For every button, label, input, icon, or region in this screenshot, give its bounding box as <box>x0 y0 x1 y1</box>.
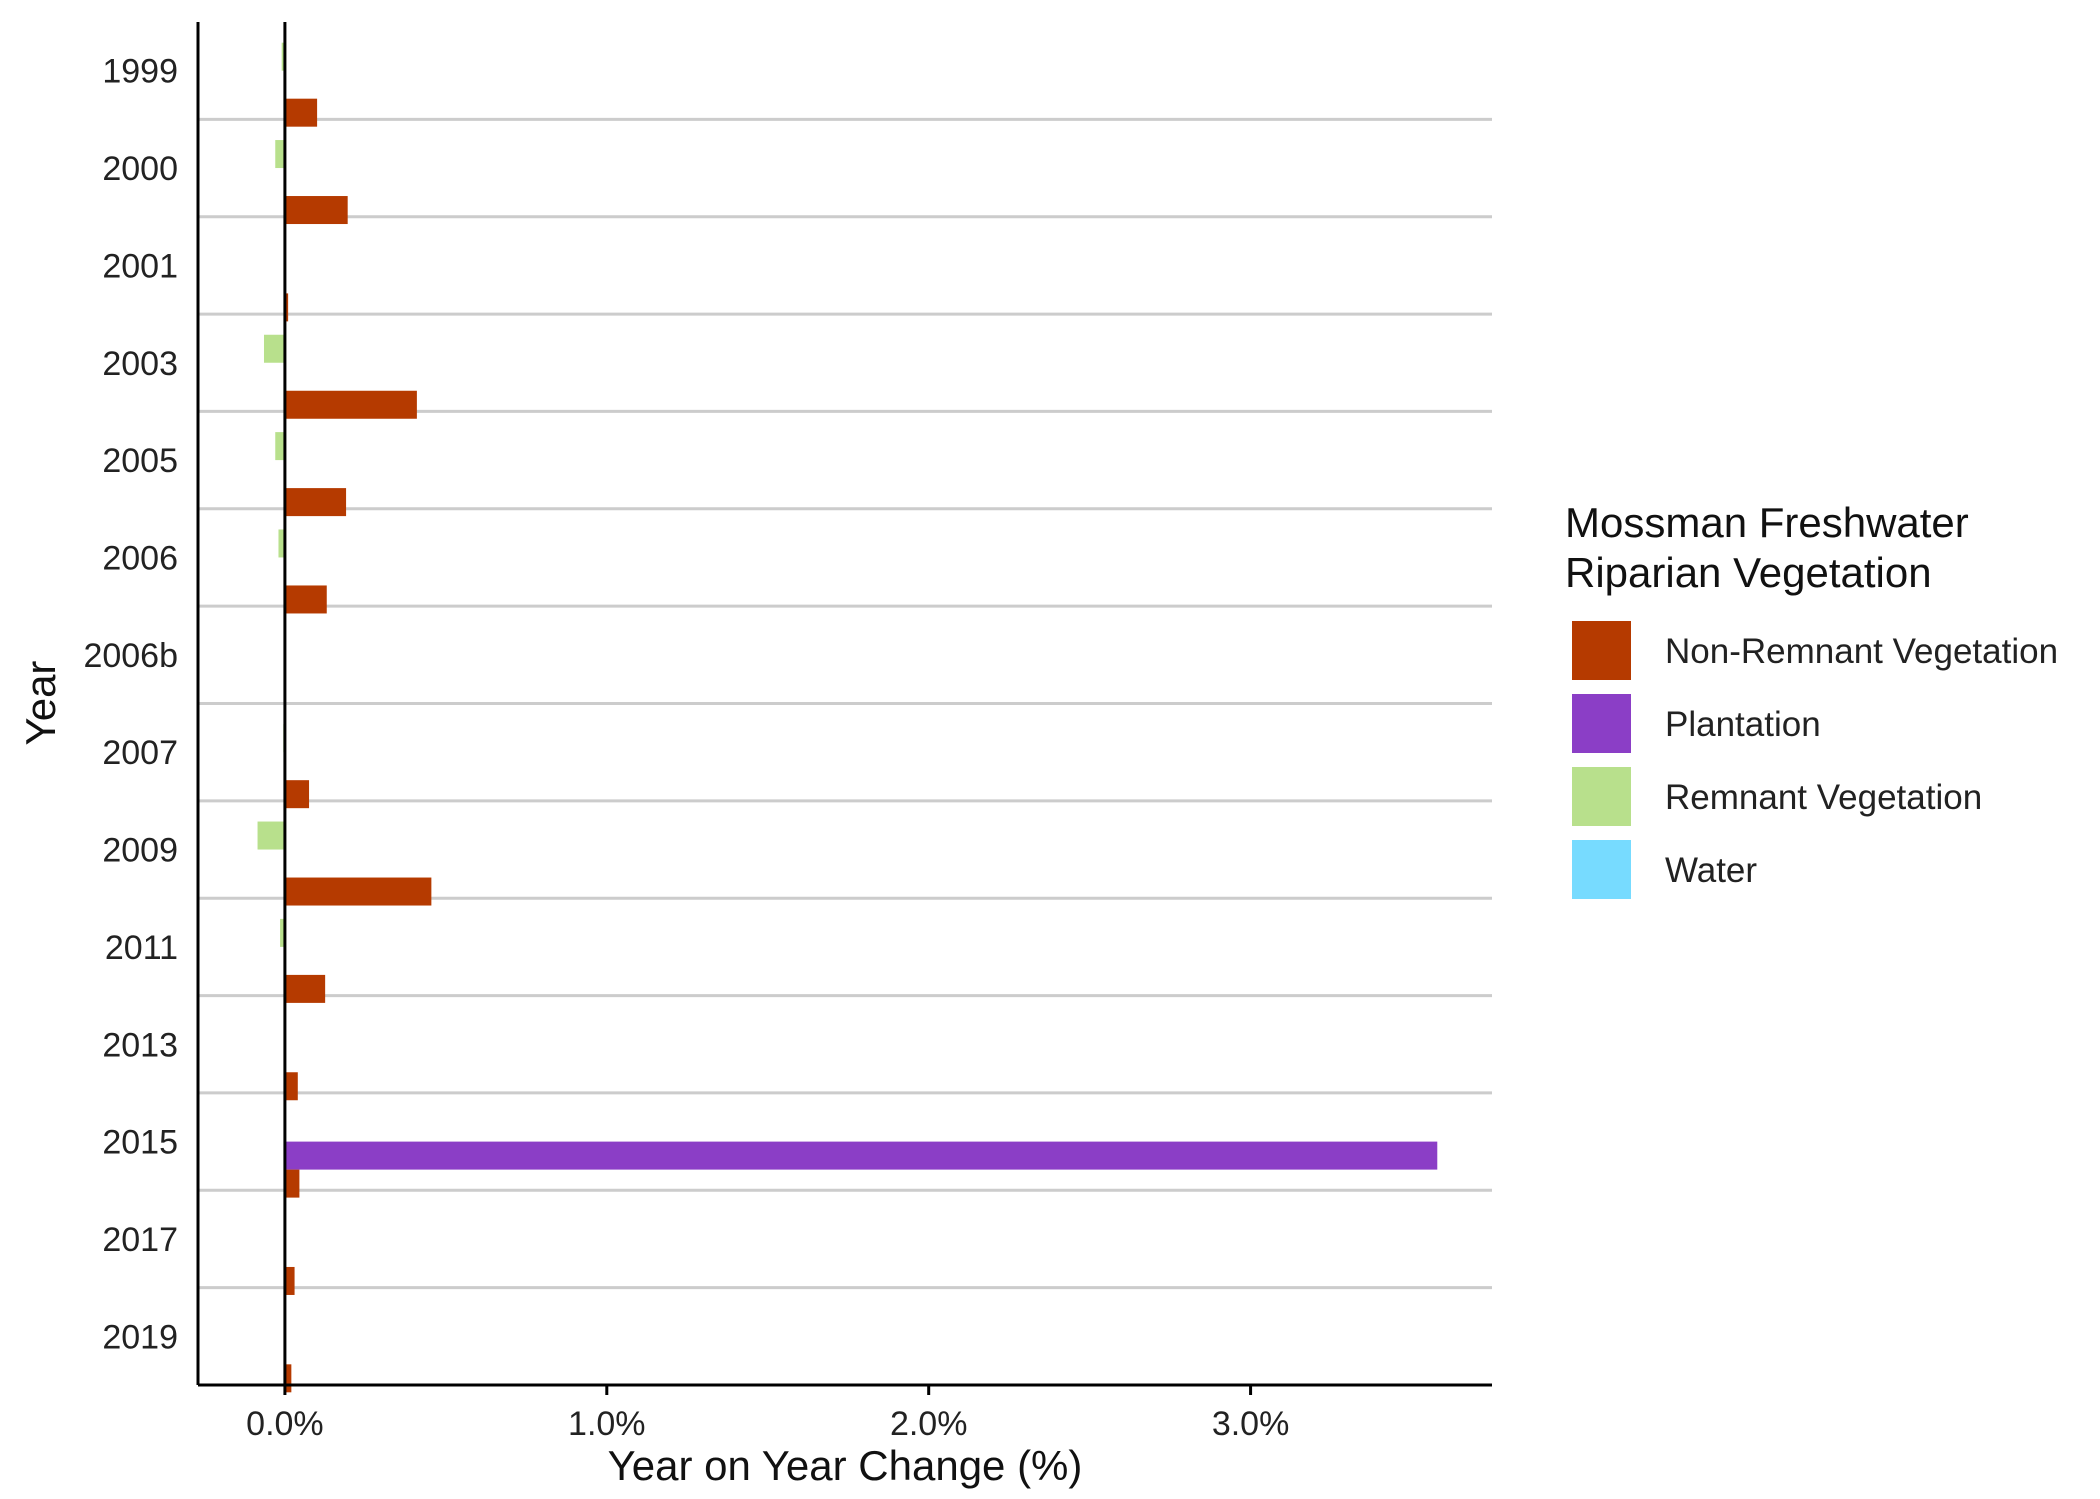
y-tick-label: 2015 <box>102 1124 178 1162</box>
legend-label: Remnant Vegetation <box>1665 778 1982 817</box>
bar-non-remnant-vegetation-2013 <box>284 1072 298 1101</box>
x-tick-labels: 0.0% 1.0% 2.0% 3.0% <box>246 1385 1289 1443</box>
x-tick-label: 2.0% <box>890 1405 968 1443</box>
legend-label: Plantation <box>1665 705 1821 744</box>
y-tick-label: 2017 <box>102 1221 178 1259</box>
bar-plantation-2015 <box>284 1141 1438 1170</box>
bar-non-remnant-vegetation-2019 <box>284 1364 292 1393</box>
legend-title-line-2: Riparian Vegetation <box>1565 549 1932 596</box>
x-tick-label: 1.0% <box>568 1405 646 1443</box>
y-tick-labels: 1999 2000 2001 2003 2005 2006 2006b 2007 2009 201… <box>83 53 178 1357</box>
bar-non-remnant-vegetation-2009 <box>284 877 432 906</box>
bar-remnant-vegetation-1999 <box>281 42 285 71</box>
legend-swatch-water <box>1572 840 1631 899</box>
legend-label: Non-Remnant Vegetation <box>1665 632 2058 671</box>
y-tick-label: 2000 <box>102 150 178 188</box>
bar-non-remnant-vegetation-2015 <box>284 1169 300 1198</box>
bar-remnant-vegetation-2005 <box>275 432 285 461</box>
y-tick-label: 2013 <box>102 1026 178 1064</box>
y-tick-label: 2019 <box>102 1318 178 1356</box>
y-tick-label: 2006 <box>102 539 178 577</box>
y-tick-label: 2003 <box>102 345 178 383</box>
bar-remnant-vegetation-2000 <box>275 140 285 169</box>
y-tick-label: 2001 <box>102 247 178 285</box>
bar-remnant-vegetation-2006 <box>278 529 285 558</box>
y-tick-label: 2011 <box>105 929 178 967</box>
legend-items: Non-Remnant Vegetation Plantation Remnant … <box>1568 617 2058 903</box>
x-tick-label: 3.0% <box>1212 1405 1290 1443</box>
y-tick-label: 2005 <box>102 442 178 480</box>
bar-remnant-vegetation-2003 <box>263 334 285 363</box>
bar-non-remnant-vegetation-2001 <box>284 293 289 322</box>
legend-title-line-1: Mossman Freshwater <box>1565 499 1969 546</box>
legend: Mossman Freshwater Riparian Vegetation N… <box>1565 499 2058 903</box>
bar-non-remnant-vegetation-2005 <box>284 488 347 517</box>
y-tick-label: 2006b <box>83 637 178 675</box>
legend-swatch-non-remnant-vegetation <box>1572 621 1631 680</box>
bar-non-remnant-vegetation-1999 <box>284 98 318 127</box>
bar-non-remnant-vegetation-2006 <box>284 585 327 614</box>
legend-label: Water <box>1665 851 1757 890</box>
legend-swatch-plantation <box>1572 694 1631 753</box>
x-tick-label: 0.0% <box>246 1405 324 1443</box>
legend-swatch-remnant-vegetation <box>1572 767 1631 826</box>
y-tick-label: 2007 <box>102 734 178 772</box>
y-tick-label: 1999 <box>102 53 178 91</box>
x-axis-title: Year on Year Change (%) <box>608 1442 1083 1489</box>
y-tick-label: 2009 <box>102 832 178 870</box>
bar-non-remnant-vegetation-2011 <box>284 974 326 1003</box>
bar-remnant-vegetation-2011 <box>280 918 285 947</box>
bars <box>257 42 1438 1393</box>
y-axis-title: Year <box>17 661 64 746</box>
bar-non-remnant-vegetation-2000 <box>284 196 348 225</box>
bar-non-remnant-vegetation-2017 <box>284 1266 295 1295</box>
axes <box>196 22 1492 1387</box>
bar-non-remnant-vegetation-2007 <box>284 780 310 809</box>
grid-lines <box>198 117 1492 1290</box>
bar-remnant-vegetation-2009 <box>257 821 285 850</box>
bar-non-remnant-vegetation-2003 <box>284 390 417 419</box>
